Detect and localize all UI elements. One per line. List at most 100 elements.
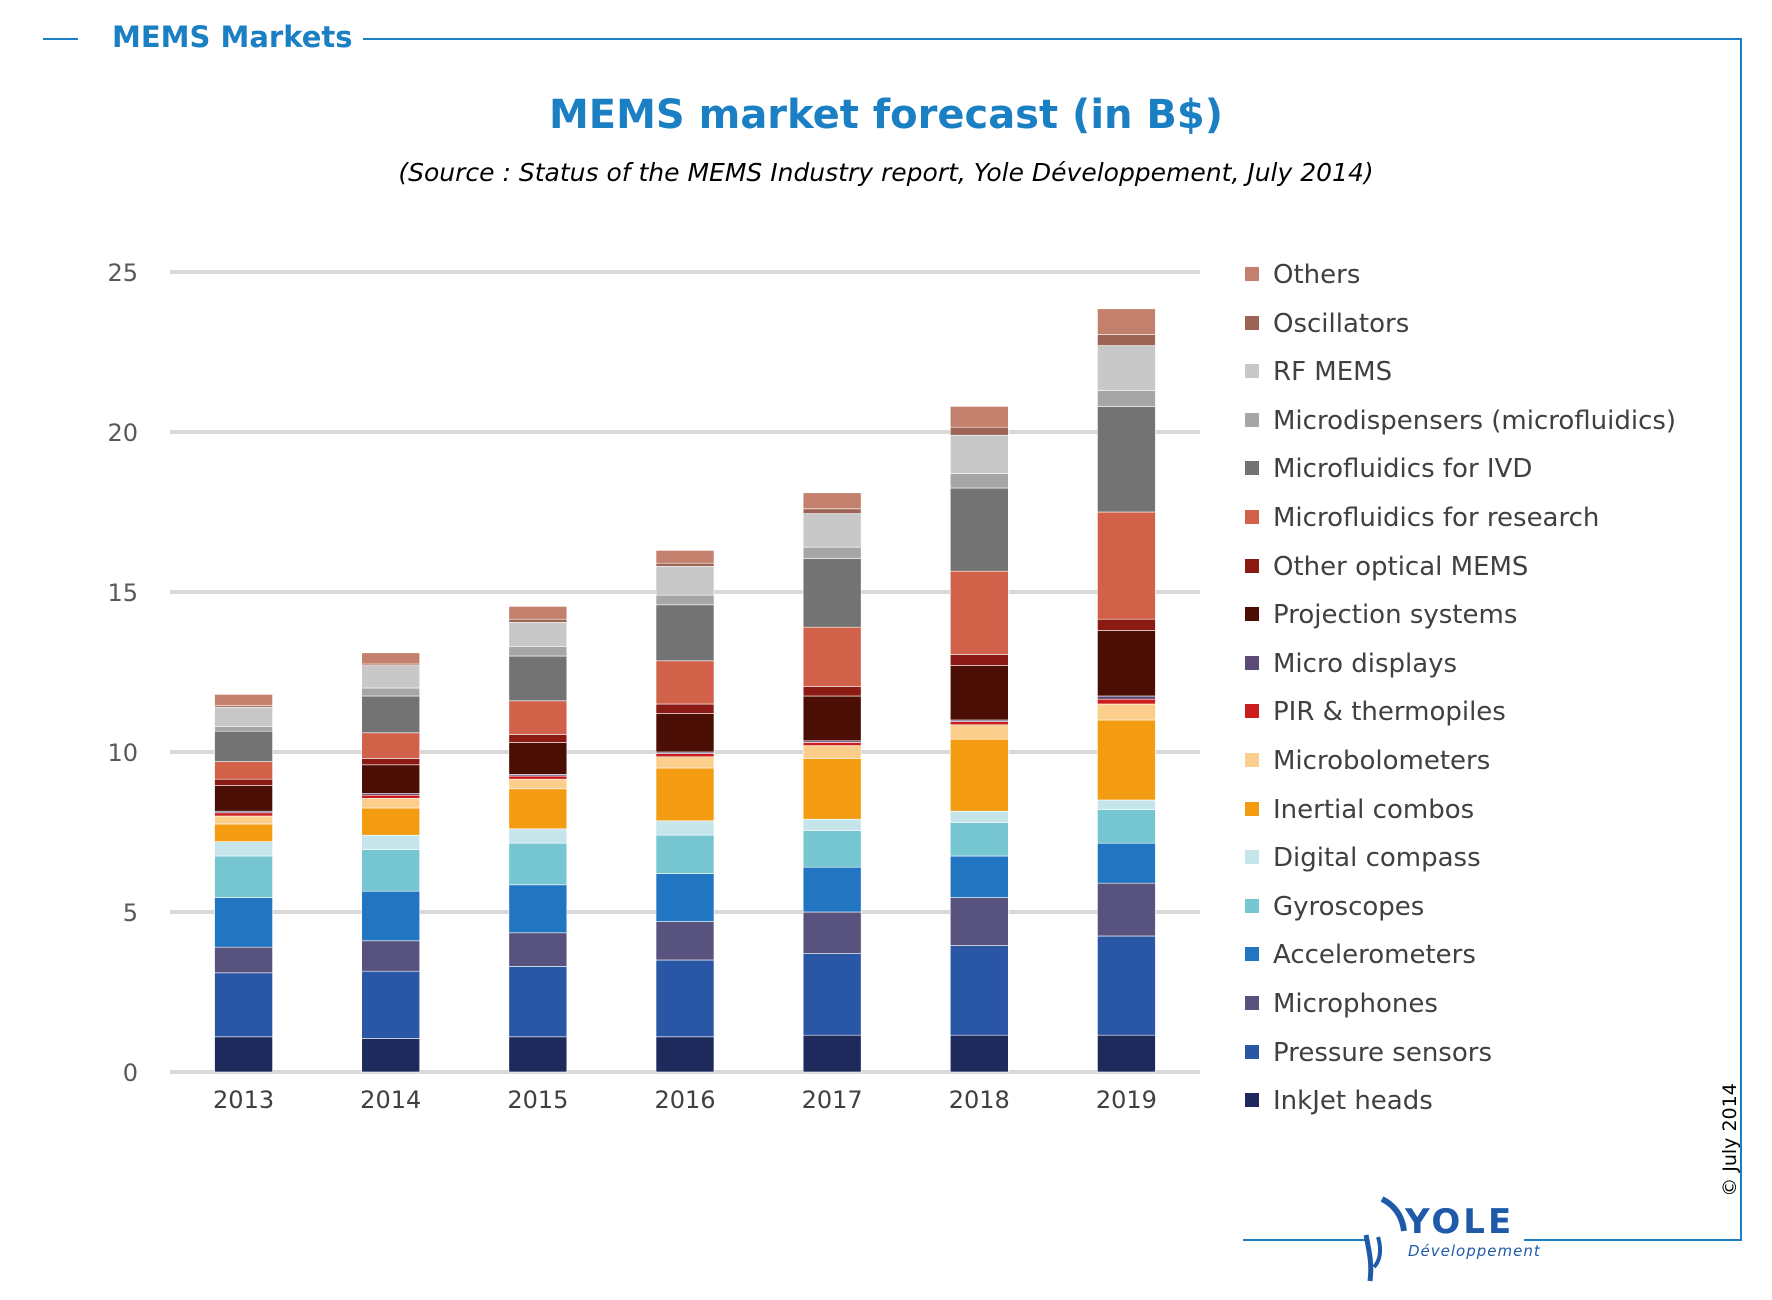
bar-segment: [1097, 390, 1156, 407]
bar-segment: [508, 1036, 568, 1073]
bar-segment: [361, 1038, 421, 1073]
bar-segment: [214, 841, 273, 857]
bar-segment: [655, 550, 715, 564]
legend-label: InkJet heads: [1273, 1086, 1433, 1117]
bar-segment: [1097, 703, 1156, 721]
bar-segment: [802, 830, 862, 868]
legend-swatch: [1245, 607, 1259, 622]
bar-segment: [214, 694, 273, 706]
bar-segment: [949, 426, 1009, 436]
legend-label: Oscillators: [1273, 308, 1410, 339]
bar-segment: [508, 655, 568, 702]
bar-segment: [1097, 882, 1156, 937]
bar-segment: [361, 732, 421, 759]
bar-segment: [802, 745, 862, 759]
legend-label: Microfluidics for research: [1273, 503, 1600, 533]
bar-segment: [1097, 799, 1156, 810]
legend-swatch: [1245, 996, 1259, 1010]
legend-swatch: [1245, 558, 1259, 573]
bar-segment: [655, 767, 715, 822]
bar-segment: [1097, 1034, 1156, 1073]
legend-label: Others: [1273, 260, 1361, 290]
bar-segment: [802, 911, 862, 954]
y-tick-label: 0: [123, 1059, 138, 1087]
bar-segment: [949, 665, 1009, 721]
bar-segment: [802, 558, 862, 628]
bar-segment: [802, 626, 862, 687]
bar-segment: [949, 406, 1009, 428]
bar-segment: [949, 897, 1009, 946]
chart-subtitle: (Source : Status of the MEMS Industry re…: [398, 158, 1374, 187]
frame-line-right: [1740, 38, 1742, 1241]
legend-label: Projection systems: [1273, 600, 1518, 631]
legend-swatch: [1245, 753, 1259, 767]
bar-segment: [655, 959, 715, 1038]
bar-segment: [949, 473, 1009, 489]
bar-segment: [655, 660, 715, 705]
bar-segment: [1097, 345, 1156, 391]
bar-segment: [1097, 630, 1156, 697]
legend-swatch: [1245, 412, 1259, 427]
bar-segment: [655, 753, 715, 758]
bar-segment: [508, 966, 568, 1038]
bar-segment: [1097, 406, 1156, 513]
bar-segment: [1097, 842, 1156, 884]
bar-segment: [508, 775, 568, 780]
bar-segment: [214, 778, 273, 786]
legend-label: Microdispensers (microfluidics): [1273, 405, 1677, 436]
bar-segment: [949, 721, 1009, 726]
bar-segment: [361, 758, 421, 766]
legend-swatch: [1245, 850, 1259, 865]
bar-segment: [214, 946, 273, 974]
frame-line-bottom-right: [1524, 1239, 1742, 1241]
bar-segment: [508, 646, 568, 657]
bar-segment: [949, 570, 1009, 655]
legend-label: Micro displays: [1273, 648, 1458, 679]
bar-segment: [361, 890, 421, 942]
bar-segment: [655, 604, 715, 662]
stacked-bar-chart: 0 5 10 15 20 25 2013 2014 2015 2016 2017 2018 2019: [107, 259, 1200, 1114]
bar-segment: [949, 738, 1009, 812]
bar-segment: [214, 761, 273, 780]
bar-segment: [949, 810, 1009, 823]
bar-segment: [361, 834, 421, 850]
bar-segment: [214, 1036, 273, 1073]
bar-segment: [802, 686, 862, 697]
x-tick-label: 2014: [360, 1086, 421, 1114]
bar-segment: [508, 788, 568, 830]
y-tick-label: 15: [107, 579, 138, 607]
x-tick-label: 2016: [654, 1086, 715, 1114]
x-tick-label: 2019: [1096, 1086, 1157, 1114]
x-tick-label: 2017: [802, 1086, 863, 1114]
bar-segment: [361, 687, 421, 697]
bar-segment: [214, 726, 273, 732]
bar-segment: [214, 972, 273, 1038]
bar-segment: [802, 546, 862, 559]
legend-label: PIR & thermopiles: [1273, 697, 1506, 728]
bar-segment: [361, 695, 421, 734]
copyright-notice: © July 2014: [1719, 1083, 1741, 1197]
bar-segment: [214, 815, 273, 825]
bar-segment: [1097, 511, 1156, 620]
bar-segment: [655, 566, 715, 596]
bar-segment: [508, 618, 568, 623]
bar-segment: [802, 866, 862, 913]
legend-swatch: [1245, 1093, 1259, 1108]
bar-segment: [508, 622, 568, 647]
bar-segment: [802, 492, 862, 510]
bar-segment: [949, 654, 1009, 666]
bar-segment: [949, 724, 1009, 740]
bar-segment: [1097, 618, 1156, 631]
legend-label: Other optical MEMS: [1273, 551, 1529, 582]
bar-segment: [802, 758, 862, 820]
bar-segment: [508, 884, 568, 934]
bar-segment: [361, 798, 421, 809]
legend-label: Digital compass: [1273, 843, 1481, 874]
legend-swatch: [1245, 510, 1259, 524]
bar-segment: [361, 940, 421, 972]
bar-segment: [508, 842, 568, 886]
bar-segment: [1097, 935, 1156, 1036]
x-tick-label: 2013: [213, 1086, 274, 1114]
legend-swatch: [1245, 898, 1259, 913]
bar-segment: [1097, 308, 1156, 335]
